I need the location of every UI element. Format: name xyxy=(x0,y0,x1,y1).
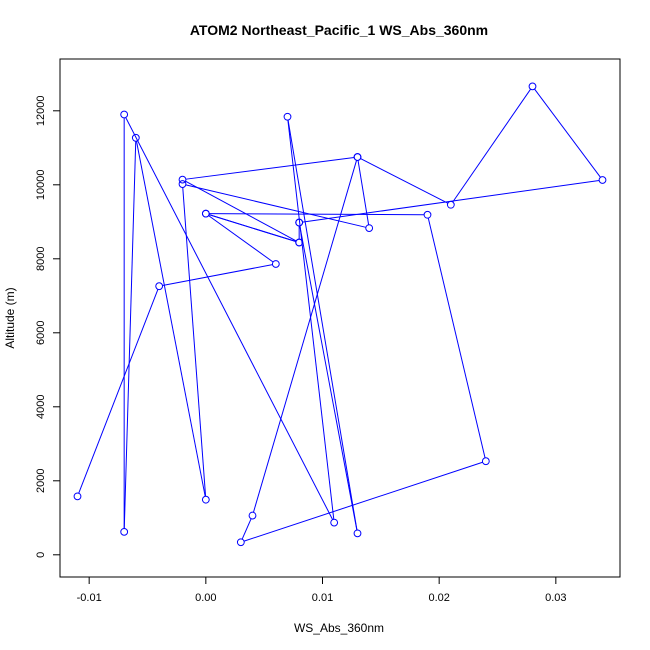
chart-title: ATOM2 Northeast_Pacific_1 WS_Abs_360nm xyxy=(190,22,488,38)
y-tick-label: 8000 xyxy=(35,247,47,271)
data-point xyxy=(295,218,304,227)
data-point xyxy=(131,133,140,142)
series-line-segment xyxy=(209,213,425,216)
data-point xyxy=(423,210,432,219)
data-series xyxy=(73,82,607,547)
y-tick-label: 12000 xyxy=(35,96,47,127)
x-tick-label: 0.00 xyxy=(195,592,216,604)
series-line-segment xyxy=(125,117,334,520)
series-line-segment xyxy=(427,217,486,458)
series-line-segment xyxy=(78,289,159,494)
data-point xyxy=(295,238,304,247)
data-point xyxy=(178,180,187,188)
y-axis: 0 2000 4000 6000 8000 10000 12000 xyxy=(35,96,60,558)
data-point xyxy=(201,209,210,218)
y-tick-label: 10000 xyxy=(35,170,47,201)
series-line-segment xyxy=(135,141,206,497)
data-point xyxy=(283,112,292,121)
data-point xyxy=(365,224,374,232)
data-point xyxy=(201,495,210,504)
data-point xyxy=(248,511,257,520)
series-line-segment xyxy=(185,184,366,228)
series-line-segment xyxy=(534,88,601,178)
series-line-segment xyxy=(299,225,358,531)
series-line-segment xyxy=(182,187,207,497)
series-line-segment xyxy=(241,518,252,540)
y-tick-label: 2000 xyxy=(35,469,47,493)
data-point xyxy=(236,538,245,547)
series-line-segment xyxy=(208,214,297,242)
series-line-segment xyxy=(243,461,483,542)
series-line-segment xyxy=(287,120,335,520)
data-point xyxy=(528,82,537,91)
data-point xyxy=(73,492,82,501)
series-line-segment xyxy=(208,215,274,263)
data-point xyxy=(446,200,455,209)
data-point xyxy=(120,110,129,119)
x-tick-label: 0.02 xyxy=(428,592,449,604)
x-axis-label: WS_Abs_360nm xyxy=(294,621,384,635)
x-axis: -0.01 0.00 0.01 0.02 0.03 xyxy=(77,577,567,604)
series-line-segment xyxy=(185,156,355,180)
series-line-segment xyxy=(123,141,137,529)
series-line-segment xyxy=(162,264,273,287)
x-tick-label: 0.03 xyxy=(545,592,566,604)
y-tick-label: 6000 xyxy=(35,321,47,345)
data-point xyxy=(120,527,129,536)
x-tick-label: -0.01 xyxy=(77,592,102,604)
plot-frame xyxy=(59,58,621,578)
series-line-segment xyxy=(287,119,358,531)
data-point xyxy=(330,518,339,527)
data-point xyxy=(598,176,607,184)
data-point xyxy=(353,529,362,538)
y-tick-label: 0 xyxy=(35,552,47,558)
series-line-segment xyxy=(252,160,358,513)
series-line-segment xyxy=(360,158,449,204)
data-point xyxy=(178,175,187,184)
x-tick-label: 0.01 xyxy=(312,592,333,604)
data-point xyxy=(155,282,164,291)
y-axis-label: Altitude (m) xyxy=(3,287,17,348)
y-tick-label: 4000 xyxy=(35,395,47,419)
data-point xyxy=(353,153,362,161)
series-line-segment xyxy=(185,180,297,242)
data-point xyxy=(481,457,490,466)
series-line-segment xyxy=(452,88,531,203)
data-point xyxy=(271,260,280,268)
series-line-segment xyxy=(357,160,370,225)
